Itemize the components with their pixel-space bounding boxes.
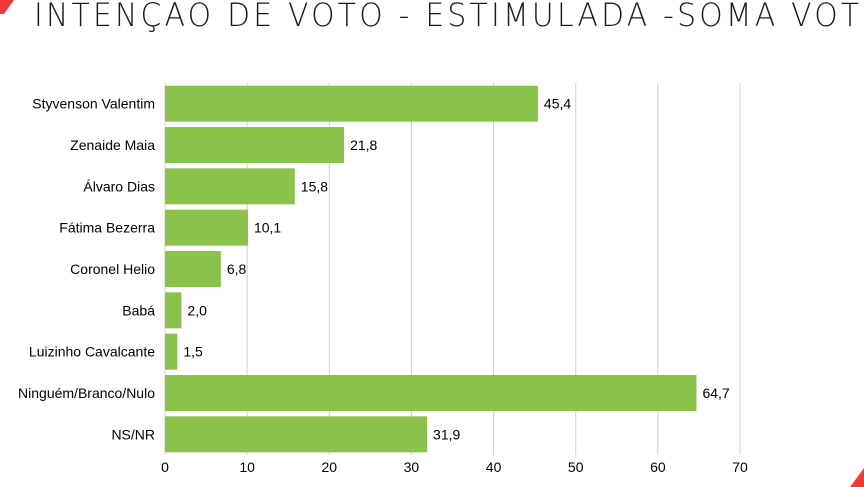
x-tick-label: 20 bbox=[321, 459, 337, 475]
category-label: Álvaro Dias bbox=[83, 178, 155, 194]
data-label: 10,1 bbox=[254, 220, 281, 236]
bar bbox=[165, 168, 295, 205]
data-label: 15,8 bbox=[301, 178, 328, 194]
data-label: 1,5 bbox=[183, 344, 203, 360]
data-label: 2,0 bbox=[187, 302, 207, 318]
data-label: 21,8 bbox=[350, 137, 377, 153]
bar bbox=[165, 85, 538, 122]
accent-shape-top-left bbox=[0, 0, 14, 14]
category-label: NS/NR bbox=[111, 426, 155, 442]
bar bbox=[165, 251, 221, 287]
x-tick-label: 40 bbox=[486, 459, 502, 475]
category-label: Ninguém/Branco/Nulo bbox=[18, 385, 155, 401]
category-label: Fátima Bezerra bbox=[59, 220, 155, 236]
data-label: 45,4 bbox=[544, 96, 571, 112]
data-label: 64,7 bbox=[702, 385, 729, 401]
data-label: 31,9 bbox=[433, 426, 460, 442]
category-label: Coronel Helio bbox=[70, 261, 155, 277]
bar bbox=[165, 209, 248, 246]
x-tick-label: 10 bbox=[239, 459, 255, 475]
x-tick-label: 30 bbox=[404, 459, 420, 475]
bar bbox=[165, 292, 182, 329]
category-label: Luizinho Cavalcante bbox=[29, 344, 155, 360]
x-tick-label: 70 bbox=[732, 459, 748, 475]
bar bbox=[165, 375, 697, 411]
bar bbox=[165, 333, 178, 370]
category-label: Zenaide Maia bbox=[70, 137, 155, 153]
category-label: Babá bbox=[122, 302, 155, 318]
category-label: Styvenson Valentim bbox=[32, 96, 155, 112]
chart-title: INTENÇÃO DE VOTO - ESTIMULADA -SOMA VOTO bbox=[34, 0, 864, 34]
x-tick-label: 60 bbox=[650, 459, 666, 475]
bar bbox=[165, 127, 345, 163]
bar bbox=[165, 416, 428, 453]
x-tick-label: 50 bbox=[568, 459, 584, 475]
accent-shape-bottom-right bbox=[850, 468, 864, 487]
data-label: 6,8 bbox=[227, 261, 247, 277]
x-tick-label: 0 bbox=[161, 459, 169, 475]
